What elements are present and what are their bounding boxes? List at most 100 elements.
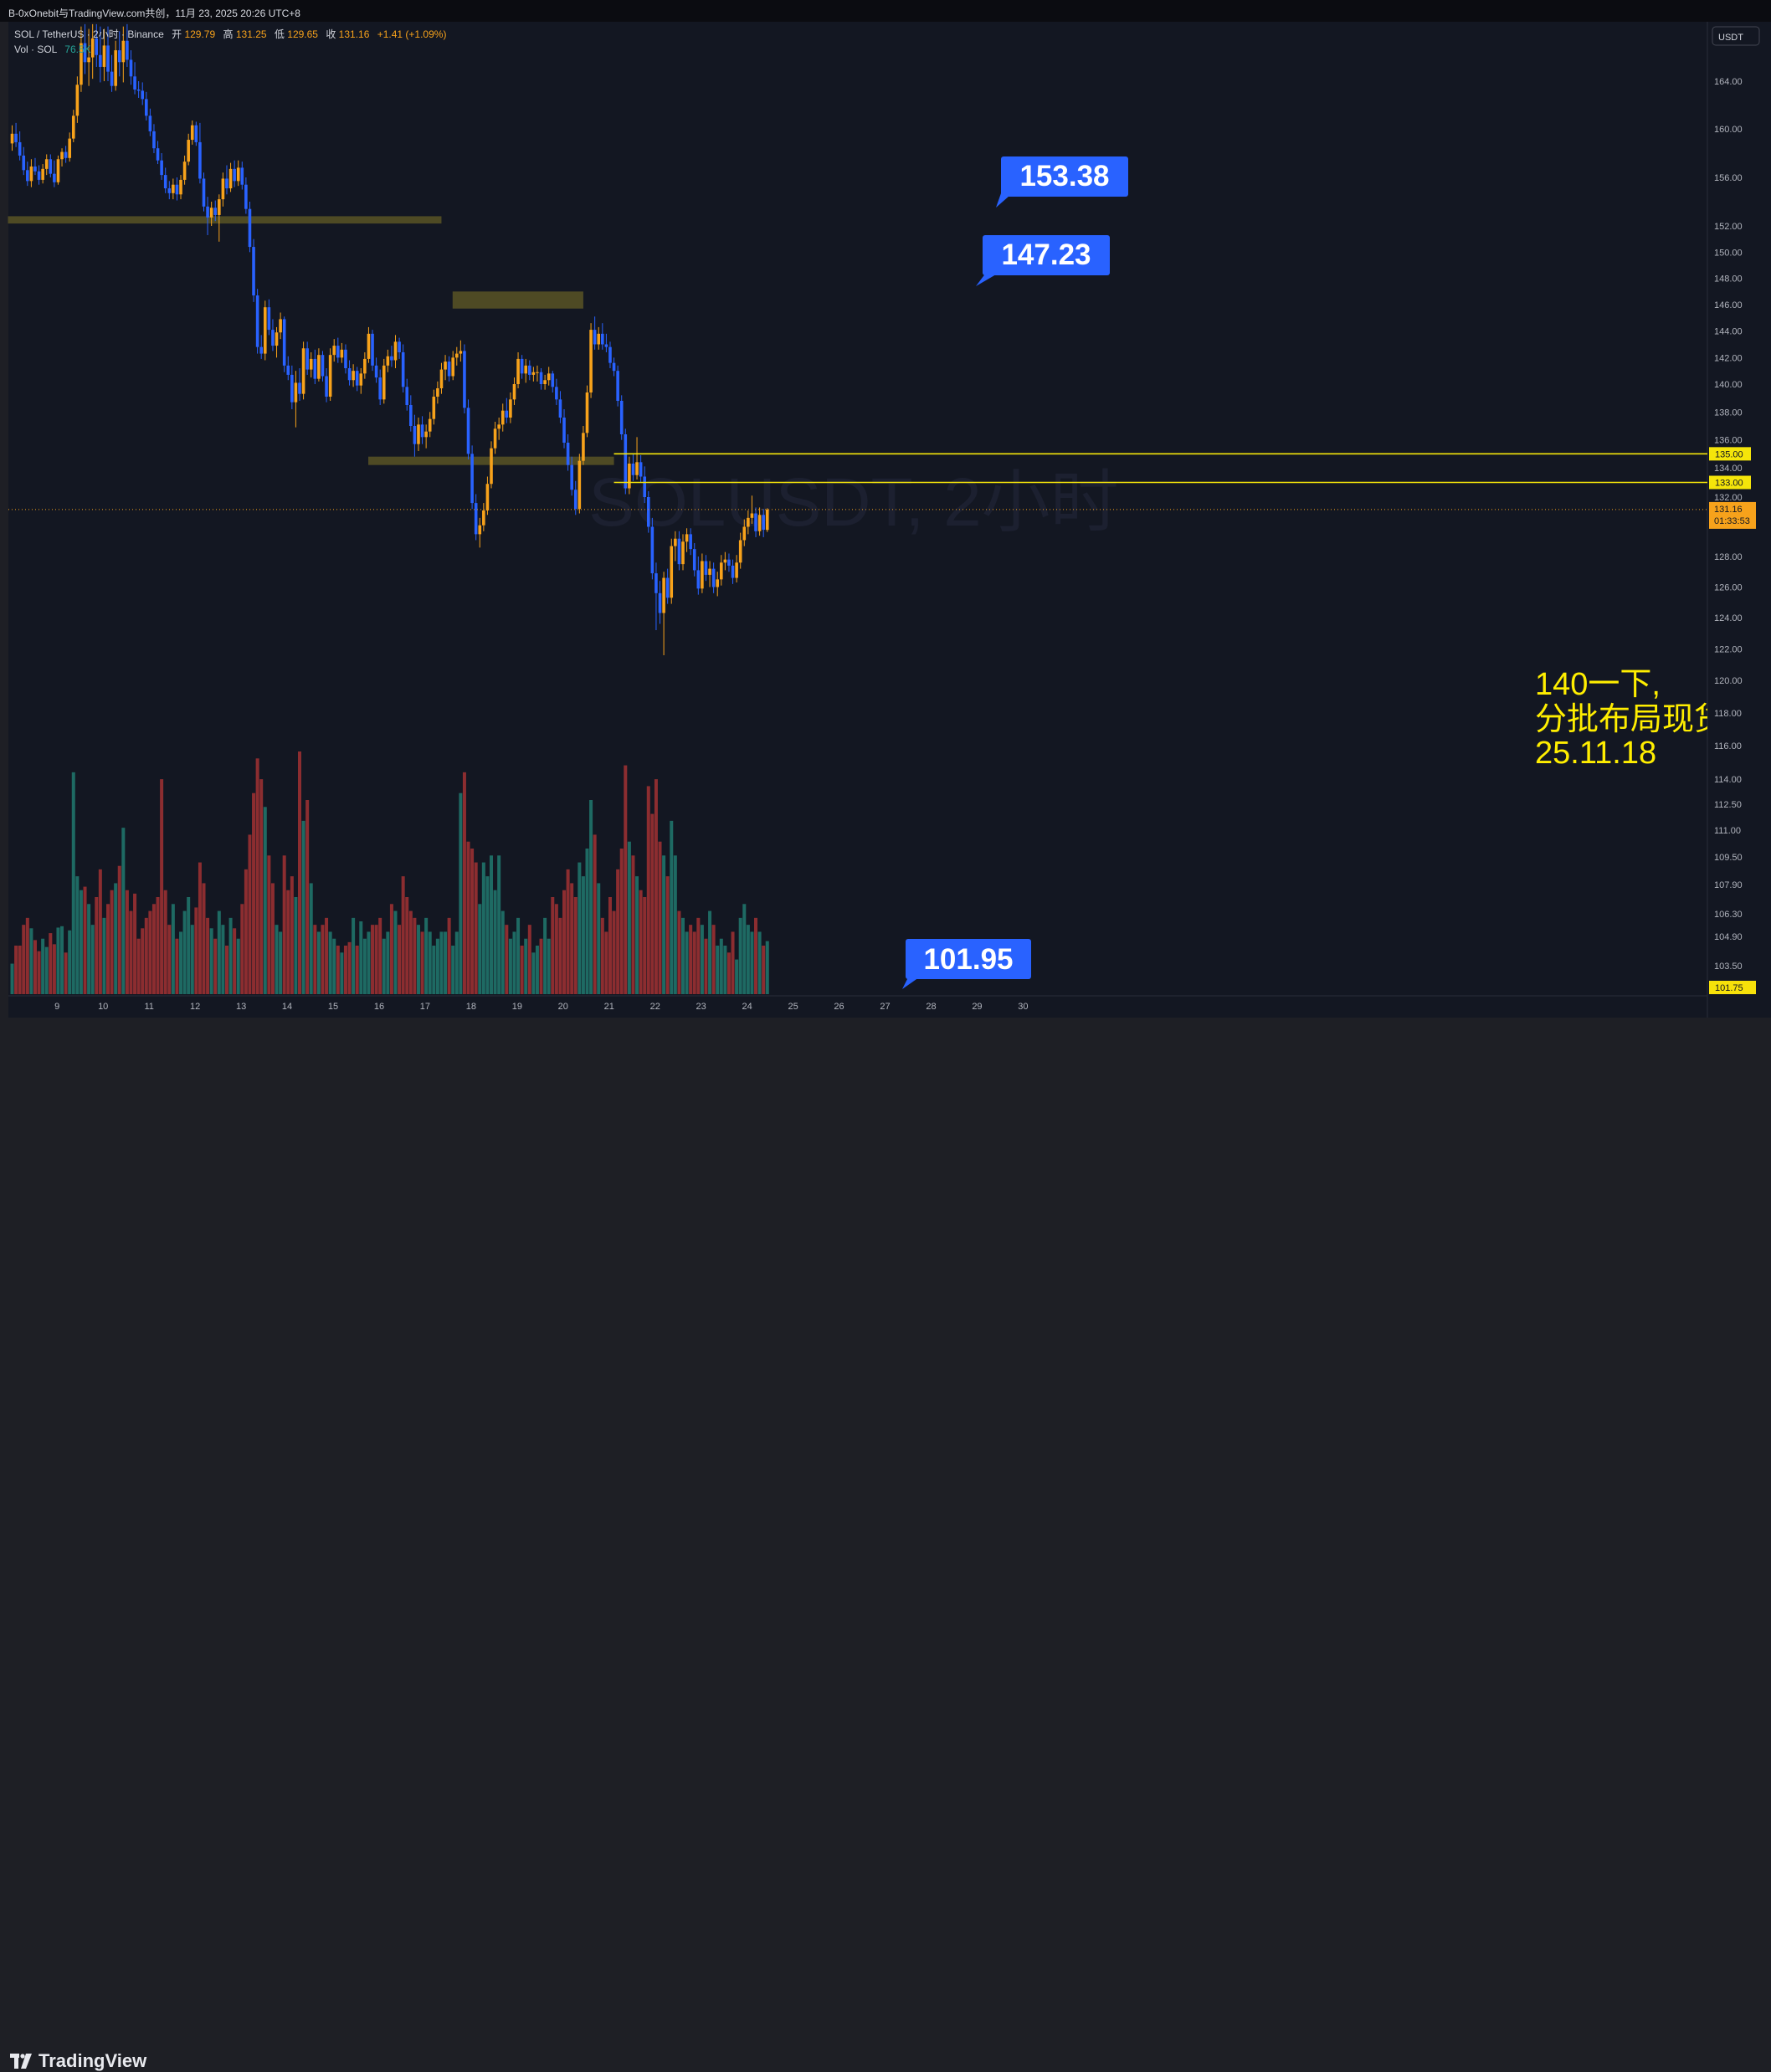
volume-bar xyxy=(527,925,531,994)
hline-tag xyxy=(1709,447,1751,461)
candle xyxy=(531,367,536,382)
volume-bar xyxy=(121,828,126,994)
candle xyxy=(593,316,597,350)
volume-legend: Vol · SOL 76.5K xyxy=(14,44,91,55)
y-tick: 109.50 xyxy=(1714,853,1743,863)
candle xyxy=(677,531,681,571)
candle xyxy=(240,162,244,190)
candle xyxy=(44,154,49,176)
candle xyxy=(658,581,662,624)
candle xyxy=(685,528,689,552)
candle xyxy=(152,124,156,153)
volume-bar xyxy=(401,876,405,994)
candle xyxy=(635,437,639,480)
volume-bar xyxy=(160,779,164,994)
price-chart[interactable]: SOLUSDT, 2小时 135.00 133.00 164.00 160.00 15… xyxy=(0,0,1771,1018)
candle xyxy=(701,553,704,593)
volume-bar xyxy=(597,883,601,994)
x-tick: 30 xyxy=(1018,1002,1028,1012)
candle xyxy=(99,26,102,83)
candle xyxy=(117,31,121,77)
volume-bar xyxy=(608,897,612,994)
volume-bar xyxy=(136,938,141,994)
volume-bar xyxy=(56,927,60,994)
volume-bar xyxy=(566,869,570,994)
volume-bar xyxy=(133,893,137,994)
y-tick: 122.00 xyxy=(1714,645,1743,655)
volume-bar xyxy=(719,938,723,994)
candle xyxy=(225,165,228,195)
volume-bar xyxy=(209,928,213,994)
volume-bar xyxy=(332,938,336,994)
candle xyxy=(121,26,126,83)
zone-0[interactable] xyxy=(8,216,442,224)
candle xyxy=(474,494,478,541)
candle xyxy=(762,509,765,537)
candle xyxy=(309,352,313,378)
volume-bar xyxy=(726,952,731,994)
candle xyxy=(612,357,616,377)
volume-bar xyxy=(44,946,49,994)
y-tick: 120.00 xyxy=(1714,676,1743,686)
candle xyxy=(114,40,117,91)
volume-bar xyxy=(316,931,321,994)
candle xyxy=(271,319,275,351)
candle xyxy=(359,368,363,394)
volume-bar xyxy=(424,917,429,994)
candle xyxy=(110,54,114,92)
volume-bar xyxy=(750,931,754,994)
callout-147[interactable]: 147.23 xyxy=(976,235,1110,286)
volume-bar xyxy=(309,883,313,994)
candle xyxy=(141,82,145,105)
callout-153[interactable]: 153.38 xyxy=(996,156,1128,208)
time-axis[interactable]: 9 10 11 12 13 14 15 16 17 18 19 20 21 22 23 24 25 26 27 28 2… xyxy=(54,1002,1028,1012)
volume-bar xyxy=(117,865,121,994)
candle xyxy=(160,153,163,180)
author-line: B-0xOnebit与TradingView.com共创，11月 23, 202… xyxy=(8,8,300,19)
volume-bar xyxy=(493,890,497,994)
currency-button[interactable] xyxy=(1712,26,1760,46)
candle xyxy=(562,409,566,449)
candle xyxy=(493,422,497,454)
candle xyxy=(735,555,738,583)
volume-bar xyxy=(22,925,26,994)
volume-bar xyxy=(516,917,521,994)
volume-bar xyxy=(382,938,386,994)
x-tick: 12 xyxy=(190,1002,200,1012)
tradingview-logo[interactable]: TradingView xyxy=(10,2050,146,2072)
candle xyxy=(551,371,555,392)
volume-bar xyxy=(485,876,490,994)
candle xyxy=(218,194,221,242)
zone-1[interactable] xyxy=(452,291,583,309)
candle xyxy=(681,534,685,571)
candle xyxy=(398,337,401,359)
candle xyxy=(463,344,466,413)
callout-101[interactable]: 101.95 xyxy=(902,939,1031,989)
candle xyxy=(179,175,182,200)
candle xyxy=(156,141,160,165)
currency-label: USDT xyxy=(1718,33,1743,43)
price-axis[interactable]: 164.00 160.00 156.00 152.00 150.00 148.00 146.… xyxy=(1714,77,1743,972)
candle xyxy=(26,162,29,187)
volume-bar xyxy=(301,820,305,994)
volume-bar xyxy=(700,925,704,994)
candle xyxy=(720,555,723,586)
y-tick: 112.50 xyxy=(1714,800,1742,810)
y-tick: 118.00 xyxy=(1714,709,1742,719)
candle xyxy=(716,572,720,597)
volume-bar xyxy=(716,946,720,994)
volume-bar xyxy=(658,841,662,994)
candle xyxy=(696,556,701,595)
candle xyxy=(175,177,179,201)
volume-bar xyxy=(543,917,547,994)
volume-bar xyxy=(524,938,528,994)
candle xyxy=(294,371,298,428)
x-tick: 24 xyxy=(742,1002,752,1012)
volume-bar xyxy=(742,904,747,994)
candle xyxy=(187,133,190,166)
x-tick: 10 xyxy=(98,1002,108,1012)
candle xyxy=(305,341,309,375)
volume-bar xyxy=(167,925,172,994)
volume-label: Vol · SOL xyxy=(14,44,58,55)
volume-bar xyxy=(352,917,356,994)
